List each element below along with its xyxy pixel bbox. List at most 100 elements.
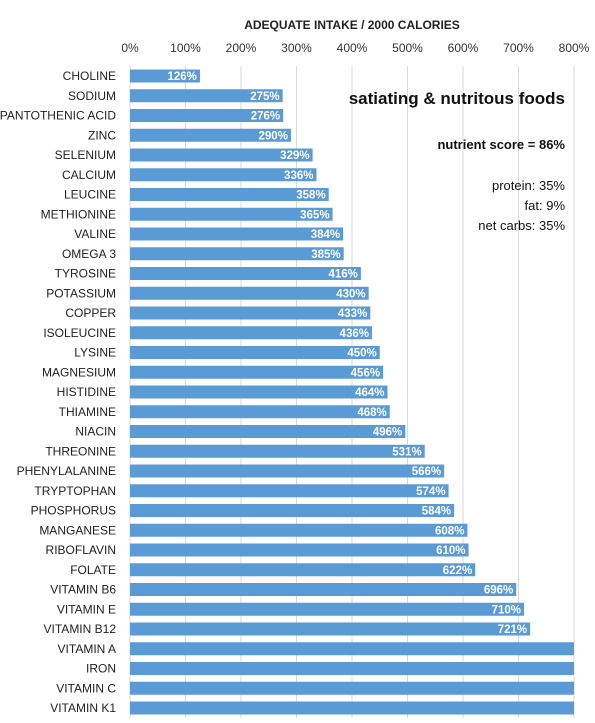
data-label: 126% [168, 71, 197, 83]
annotation-net-carbs: net carbs: 35% [478, 218, 565, 233]
category-label: VITAMIN A [58, 642, 116, 656]
category-label: PHENYLALANINE [17, 464, 116, 478]
bar [130, 583, 517, 596]
annotation-nutrient-score: nutrient score = 86% [437, 137, 565, 152]
category-label: VITAMIN C [56, 681, 116, 695]
bar [130, 681, 574, 695]
category-label: LYSINE [74, 346, 116, 360]
x-tick-label: 700% [503, 41, 534, 55]
bar [130, 405, 390, 419]
bar [130, 425, 406, 438]
category-label: THIAMINE [59, 405, 116, 419]
category-label: IRON [86, 662, 116, 676]
bar [130, 89, 283, 103]
category-label: RIBOFLAVIN [46, 543, 116, 557]
data-label: 721% [498, 624, 527, 636]
annotation-protein: protein: 35% [492, 178, 565, 193]
data-label: 610% [436, 545, 465, 557]
bar [130, 622, 531, 636]
category-label: SODIUM [68, 89, 116, 103]
data-label: 416% [328, 269, 357, 281]
x-tick-labels: 0% 100% 200% 300% 400% 500% 600% 700% 800% [121, 41, 589, 55]
category-label: VITAMIN E [57, 602, 116, 616]
category-label: LEUCINE [64, 188, 116, 202]
data-label: 385% [311, 249, 340, 261]
annotation-fat: fat: 9% [524, 198, 565, 213]
data-label: 710% [492, 604, 521, 616]
data-label: 384% [311, 229, 340, 241]
data-label: 584% [422, 506, 451, 518]
data-label: 566% [412, 466, 441, 478]
data-label: 336% [284, 170, 313, 182]
bar [130, 306, 371, 320]
bar [130, 642, 574, 656]
category-label: PHOSPHORUS [31, 504, 116, 518]
category-label: TYROSINE [55, 267, 116, 281]
bar [130, 267, 361, 280]
data-label: 496% [373, 427, 402, 439]
category-label: PANTOTHENIC ACID [0, 109, 116, 123]
bar [130, 563, 476, 577]
data-label: 464% [355, 387, 384, 399]
bar [130, 188, 329, 201]
bar [130, 523, 468, 537]
bar [130, 346, 380, 359]
x-tick-label: 400% [337, 41, 368, 55]
category-label: SELENIUM [55, 148, 116, 162]
category-labels: CHOLINE SODIUM PANTOTHENIC ACID ZINC SELENIU… [0, 69, 116, 715]
bar [130, 69, 200, 83]
data-label: 450% [347, 348, 376, 360]
data-label: 574% [416, 486, 445, 498]
category-label: VITAMIN K1 [50, 701, 116, 715]
x-tick-label: 800% [559, 41, 590, 55]
data-label: 365% [300, 209, 329, 221]
category-label: VITAMIN B6 [50, 583, 116, 597]
bar [130, 286, 369, 300]
category-label: TRYPTOPHAN [34, 484, 116, 498]
bar [130, 109, 284, 122]
category-label: FOLATE [70, 563, 116, 577]
data-label: 275% [250, 91, 279, 103]
category-label: THREONINE [45, 444, 116, 458]
data-label: 531% [392, 446, 421, 458]
category-label: COPPER [65, 306, 116, 320]
bar [130, 128, 291, 142]
x-tick-label: 0% [121, 41, 139, 55]
data-label: 358% [296, 190, 325, 202]
data-label: 468% [357, 407, 386, 419]
bar [130, 444, 425, 458]
data-label: 622% [443, 565, 472, 577]
bar [130, 148, 313, 162]
category-label: ISOLEUCINE [43, 326, 116, 340]
annotation-title: satiating & nutritous foods [348, 89, 565, 108]
bars [130, 69, 574, 715]
bar [130, 504, 455, 517]
x-tick-label: 200% [226, 41, 257, 55]
category-label: MAGNESIUM [42, 365, 116, 379]
bar [130, 247, 344, 261]
x-tick-label: 300% [281, 41, 312, 55]
category-label: METHIONINE [41, 207, 116, 221]
x-tick-label: 500% [392, 41, 423, 55]
bar [130, 662, 574, 675]
bar [130, 207, 333, 221]
bar [130, 701, 574, 715]
bar [130, 365, 384, 379]
category-label: MANGANESE [39, 523, 116, 537]
bar [130, 464, 445, 478]
bar [130, 385, 388, 399]
category-label: CALCIUM [62, 168, 116, 182]
category-label: NIACIN [75, 425, 116, 439]
bar [130, 484, 449, 498]
category-label: ZINC [88, 128, 116, 142]
data-label: 608% [435, 525, 464, 537]
x-axis-title: ADEQUATE INTAKE / 2000 CALORIES [244, 18, 460, 32]
bar [130, 602, 525, 616]
category-label: VITAMIN B12 [44, 622, 117, 636]
data-label: 433% [338, 308, 367, 320]
value-labels: 126% 275% 276% 290% 329% 336% 358% 365% 384% 385%… [168, 71, 528, 636]
bar [130, 168, 317, 182]
bar [130, 543, 469, 557]
data-label: 276% [251, 111, 280, 123]
